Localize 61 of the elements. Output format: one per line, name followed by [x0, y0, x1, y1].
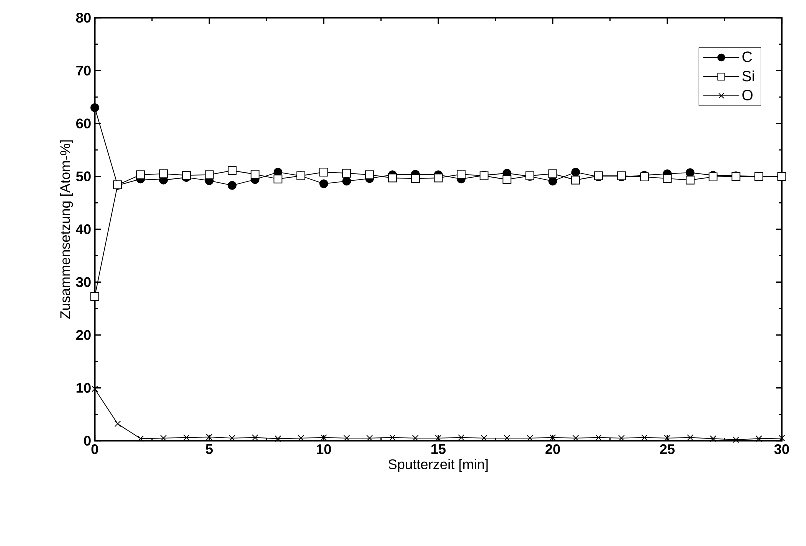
point: [90, 292, 100, 302]
point: [92, 386, 98, 392]
point: [320, 180, 328, 188]
x-tick-label: 15: [432, 444, 446, 454]
point: [205, 170, 214, 180]
point: [434, 174, 443, 183]
point: [663, 174, 672, 184]
point: [274, 436, 282, 442]
point: [458, 434, 465, 442]
point: [159, 170, 168, 178]
point: [389, 434, 396, 442]
point: [320, 434, 328, 442]
y-tick-label: 70: [76, 66, 91, 76]
y-tick-label: 60: [76, 118, 91, 129]
point: [252, 434, 259, 442]
point: [411, 174, 420, 184]
x-tick-label: 0: [92, 444, 98, 454]
y-tick-label: 20: [76, 330, 91, 340]
point: [206, 434, 213, 441]
point: [365, 170, 374, 180]
point: [182, 171, 192, 180]
y-axis-title: Zusammensetzung [Atom-%]: [60, 140, 74, 319]
legend-label: Si: [742, 70, 754, 82]
point: [228, 166, 237, 176]
point: [136, 170, 146, 180]
y-tick-label: 0: [84, 436, 91, 446]
point: [687, 434, 694, 442]
x-axis-title: Sputterzeit [min]: [388, 459, 488, 472]
point: [686, 176, 695, 185]
point: [138, 436, 144, 442]
point: [342, 176, 352, 186]
point: [388, 174, 398, 183]
point: [228, 181, 237, 190]
point: [250, 170, 260, 179]
x-tick-label: 25: [660, 444, 675, 454]
point: [756, 436, 762, 442]
point: [710, 436, 717, 442]
point: [274, 174, 283, 184]
point: [114, 420, 122, 428]
y-tick-label: 30: [76, 277, 91, 288]
point: [457, 170, 466, 179]
point: [596, 434, 602, 442]
y-tick-label: 40: [76, 224, 91, 234]
x-tick-label: 30: [774, 444, 790, 454]
point: [732, 436, 740, 444]
legend-label: C: [742, 52, 752, 62]
x-tick-label: 20: [546, 444, 560, 454]
y-tick-label: 80: [76, 13, 91, 23]
point: [550, 434, 556, 442]
x-tick-label: 10: [317, 444, 332, 454]
point: [778, 435, 786, 442]
y-tick-label: 10: [76, 383, 91, 394]
point: [183, 434, 190, 442]
x-tick-label: 5: [206, 444, 214, 454]
point: [502, 175, 512, 184]
point: [641, 434, 648, 442]
legend-label: O: [742, 90, 753, 101]
point: [572, 176, 580, 185]
point: [572, 168, 580, 177]
point: [90, 103, 100, 112]
y-tick-label: 50: [76, 172, 91, 182]
